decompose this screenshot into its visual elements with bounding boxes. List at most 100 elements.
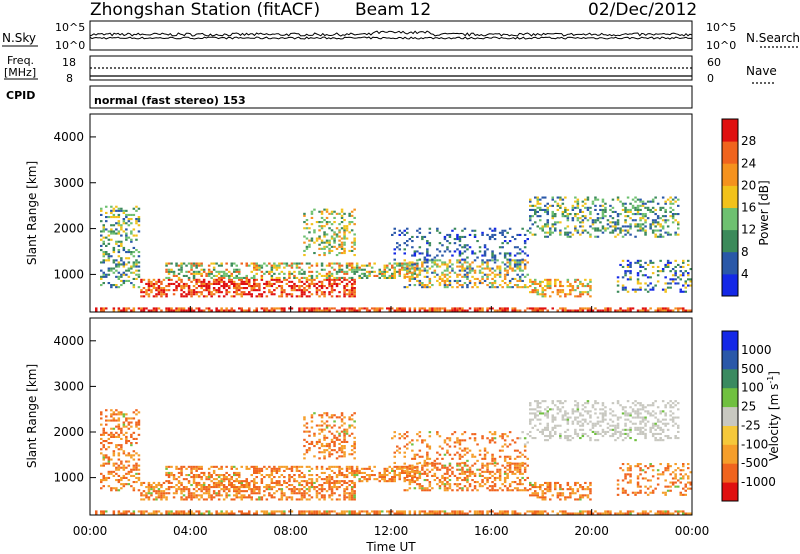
velocity-cell — [559, 435, 562, 438]
velocity-cell — [122, 466, 126, 469]
power-cell — [145, 289, 148, 292]
power-cell — [320, 216, 324, 219]
velocity-cell — [481, 462, 484, 465]
velocity-cell — [132, 464, 136, 467]
velocity-cell — [659, 420, 662, 423]
power-cell — [220, 270, 223, 273]
power-cell — [135, 222, 138, 225]
velocity-cell — [536, 400, 539, 403]
velocity-cell — [486, 464, 489, 467]
power-cell — [340, 247, 344, 250]
power-cell — [626, 215, 630, 218]
velocity-cell — [110, 413, 113, 416]
velocity-cell — [614, 432, 617, 435]
velocity-cell — [180, 467, 183, 470]
velocity-cell — [398, 471, 401, 474]
velocity-cell — [147, 481, 151, 484]
velocity-cell — [576, 488, 580, 491]
velocity-cell — [564, 414, 567, 417]
velocity-cell — [175, 465, 178, 468]
power-cell — [248, 291, 251, 294]
power-cell — [491, 233, 494, 236]
power-cell — [345, 262, 349, 265]
power-cell — [303, 249, 306, 252]
power-cell — [340, 221, 344, 224]
velocity-cell — [310, 510, 314, 513]
power-cell — [273, 272, 276, 275]
power-cell — [162, 287, 166, 290]
power-cell — [463, 250, 467, 253]
velocity-cell — [343, 474, 346, 477]
power-cell — [120, 226, 123, 229]
power-cell — [150, 282, 153, 285]
power-cell — [531, 233, 534, 236]
power-cell — [240, 262, 243, 265]
power-cell — [190, 307, 193, 310]
power-cell — [308, 231, 311, 234]
power-cell — [378, 272, 381, 275]
velocity-cell — [202, 512, 206, 515]
velocity-cell — [135, 425, 138, 428]
velocity-cell — [579, 420, 582, 423]
velocity-cell — [518, 479, 522, 482]
velocity-cell — [130, 425, 133, 428]
velocity-cell — [305, 488, 309, 491]
velocity-cell — [596, 402, 600, 405]
power-cell — [458, 269, 462, 272]
velocity-cell — [330, 481, 334, 484]
power-cell — [315, 274, 319, 277]
power-cell — [112, 284, 116, 287]
power-cell — [503, 240, 507, 243]
velocity-cell — [438, 485, 442, 488]
velocity-cell — [546, 512, 549, 515]
velocity-cell — [368, 474, 371, 477]
power-cell — [345, 282, 349, 285]
velocity-cell — [340, 510, 344, 513]
velocity-cell — [325, 510, 329, 513]
velocity-cell — [145, 510, 148, 513]
velocity-cell — [147, 490, 151, 493]
velocity-cell — [283, 494, 286, 497]
velocity-cell — [260, 481, 264, 484]
power-cell — [413, 269, 417, 272]
velocity-cell — [541, 412, 544, 415]
power-cell — [393, 268, 396, 271]
velocity-cell — [197, 476, 201, 479]
velocity-cell — [328, 474, 331, 477]
velocity-cell — [451, 489, 454, 492]
power-cell — [564, 307, 567, 310]
velocity-cell — [190, 498, 193, 501]
velocity-cell — [441, 483, 444, 486]
velocity-cell — [120, 427, 123, 430]
power-cell — [534, 307, 537, 310]
power-cell — [411, 246, 414, 249]
velocity-cell — [130, 474, 133, 477]
velocity-cell — [383, 476, 386, 479]
velocity-cell — [265, 484, 269, 487]
velocity-cell — [513, 487, 517, 490]
power-cell — [253, 280, 256, 283]
power-cell — [132, 255, 136, 258]
velocity-cell — [353, 498, 356, 501]
power-cell — [423, 275, 427, 278]
velocity-cell — [488, 485, 492, 488]
velocity-cell — [182, 494, 186, 497]
power-cell — [102, 251, 105, 254]
power-cell — [604, 229, 607, 232]
velocity-cell — [320, 496, 324, 499]
power-cell — [629, 272, 632, 275]
power-cell — [456, 248, 459, 251]
velocity-cell — [375, 512, 379, 515]
velocity-cell — [461, 470, 464, 473]
velocity-cell — [137, 421, 141, 424]
velocity-cell — [290, 467, 294, 470]
power-cell — [243, 309, 246, 312]
velocity-cell — [634, 410, 637, 413]
power-cell — [370, 266, 374, 269]
power-cell — [606, 219, 610, 222]
power-cell — [117, 255, 121, 258]
velocity-cell — [258, 498, 261, 501]
power-cell — [107, 234, 111, 237]
power-cell — [443, 250, 447, 253]
power-cell — [290, 262, 294, 265]
